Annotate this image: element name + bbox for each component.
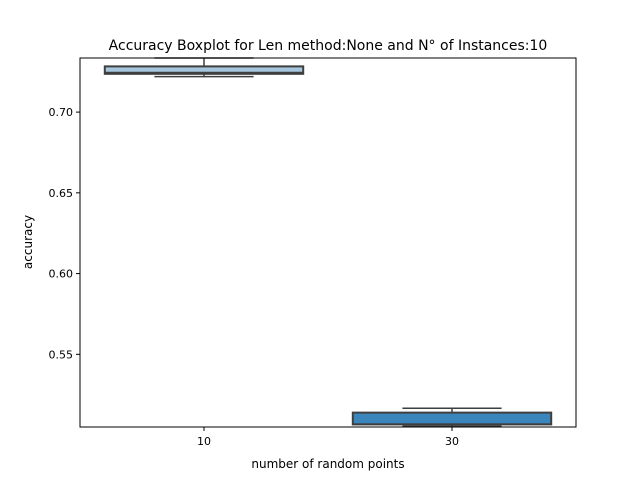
iqr-box <box>103 65 305 75</box>
y-tick-label: 0.60 <box>49 268 74 281</box>
y-tick-label: 0.65 <box>49 187 74 200</box>
y-tick-label: 0.70 <box>49 106 74 119</box>
x-tick-label: 30 <box>445 435 459 448</box>
boxes-layer <box>103 57 553 427</box>
x-tick-label: 10 <box>197 435 211 448</box>
y-axis: 0.55 0.60 0.65 0.70 <box>49 106 80 361</box>
iqr-box <box>351 411 553 426</box>
box-10 <box>103 57 305 78</box>
chart-title: Accuracy Boxplot for Len method:None and… <box>109 38 548 54</box>
y-axis-label: accuracy <box>21 215 35 269</box>
box-30 <box>351 407 553 427</box>
y-tick-label: 0.55 <box>49 348 74 361</box>
x-axis: 10 30 <box>197 427 459 448</box>
x-axis-label: number of random points <box>251 457 404 471</box>
plot-frame <box>79 57 577 428</box>
